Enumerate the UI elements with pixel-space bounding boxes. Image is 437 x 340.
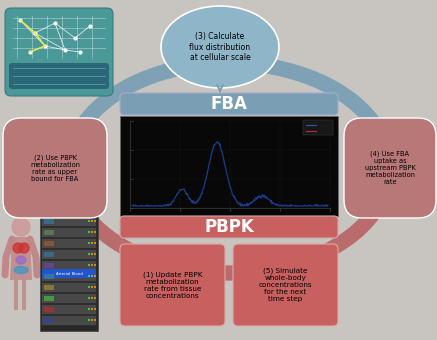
Bar (94, 286, 96, 288)
Bar (91, 275, 93, 277)
Bar (42, 294, 96, 303)
Bar (88, 286, 90, 288)
Bar (88, 275, 90, 277)
Circle shape (13, 243, 23, 253)
Bar (42, 217, 96, 226)
Bar (94, 275, 96, 277)
Bar (88, 253, 90, 255)
Bar (94, 231, 96, 233)
Ellipse shape (14, 267, 28, 273)
FancyBboxPatch shape (5, 8, 113, 96)
Bar (88, 231, 90, 233)
Bar (42, 316, 96, 325)
Text: FBA: FBA (211, 95, 247, 113)
FancyBboxPatch shape (120, 216, 338, 238)
Text: (5) Simulate
whole-body
concentrations
for the next
time step: (5) Simulate whole-body concentrations f… (259, 268, 312, 302)
Bar (42, 272, 96, 281)
Bar (88, 220, 90, 222)
Bar (94, 242, 96, 244)
Bar (91, 253, 93, 255)
Bar (88, 264, 90, 266)
Bar (42, 261, 96, 270)
Bar (94, 264, 96, 266)
FancyBboxPatch shape (3, 118, 107, 218)
Bar (42, 305, 96, 314)
Bar (94, 253, 96, 255)
Circle shape (19, 243, 29, 253)
Bar (42, 228, 96, 237)
FancyBboxPatch shape (9, 63, 109, 89)
Bar (88, 242, 90, 244)
Text: (4) Use FBA
uptake as
upstream PBPK
metabolization
rate: (4) Use FBA uptake as upstream PBPK meta… (364, 151, 416, 185)
FancyBboxPatch shape (233, 244, 338, 326)
Bar (91, 308, 93, 310)
Bar (42, 269, 96, 278)
Bar (94, 297, 96, 299)
Text: (2) Use PBPK
metabolization
rate as upper
bound for FBA: (2) Use PBPK metabolization rate as uppe… (30, 154, 80, 182)
Ellipse shape (161, 6, 279, 88)
Bar (91, 297, 93, 299)
Bar (88, 308, 90, 310)
Bar (44, 296, 54, 301)
Bar (44, 285, 54, 290)
Circle shape (12, 218, 30, 236)
Bar (303, 120, 333, 135)
Text: Arterial Blood: Arterial Blood (55, 272, 83, 276)
Bar (91, 220, 93, 222)
Bar (42, 250, 96, 259)
Bar (44, 274, 54, 279)
Text: (3) Calculate
flux distribution
at cellular scale: (3) Calculate flux distribution at cellu… (189, 32, 250, 62)
Bar (91, 264, 93, 266)
Bar (42, 239, 96, 248)
Bar (91, 242, 93, 244)
Bar (44, 241, 54, 246)
Bar (40, 213, 98, 331)
Bar (44, 230, 54, 235)
Bar (44, 318, 54, 323)
Bar (88, 297, 90, 299)
Text: PBPK: PBPK (204, 218, 254, 236)
Bar (42, 283, 96, 292)
Bar (44, 263, 54, 268)
FancyBboxPatch shape (120, 244, 225, 326)
Bar (91, 231, 93, 233)
Bar (91, 286, 93, 288)
Bar (94, 308, 96, 310)
Bar (44, 252, 54, 257)
Bar (91, 319, 93, 321)
Text: (1) Update PBPK
metabolization
rate from tissue
concentrations: (1) Update PBPK metabolization rate from… (143, 271, 202, 299)
Bar (88, 319, 90, 321)
Bar (94, 220, 96, 222)
Bar (44, 219, 54, 224)
Bar (120, 116, 338, 216)
Bar (44, 307, 54, 312)
Polygon shape (10, 237, 32, 310)
Bar (94, 319, 96, 321)
Ellipse shape (16, 256, 26, 264)
FancyBboxPatch shape (344, 118, 436, 218)
FancyBboxPatch shape (120, 93, 338, 115)
